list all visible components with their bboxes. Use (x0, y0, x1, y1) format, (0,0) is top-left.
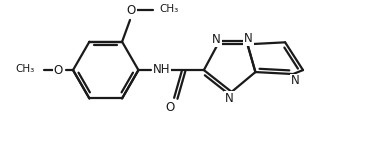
Text: CH₃: CH₃ (160, 4, 179, 14)
Text: O: O (54, 64, 63, 77)
Text: NH: NH (152, 63, 170, 76)
Text: N: N (244, 32, 253, 45)
Text: N: N (225, 92, 234, 105)
Text: CH₃: CH₃ (15, 64, 34, 74)
Text: O: O (166, 101, 175, 114)
Text: O: O (126, 3, 136, 17)
Text: N: N (291, 74, 299, 88)
Text: O: O (54, 64, 63, 77)
Text: NH: NH (152, 64, 170, 77)
Text: N: N (212, 33, 221, 46)
Text: O: O (166, 101, 175, 114)
Text: O: O (126, 3, 136, 17)
